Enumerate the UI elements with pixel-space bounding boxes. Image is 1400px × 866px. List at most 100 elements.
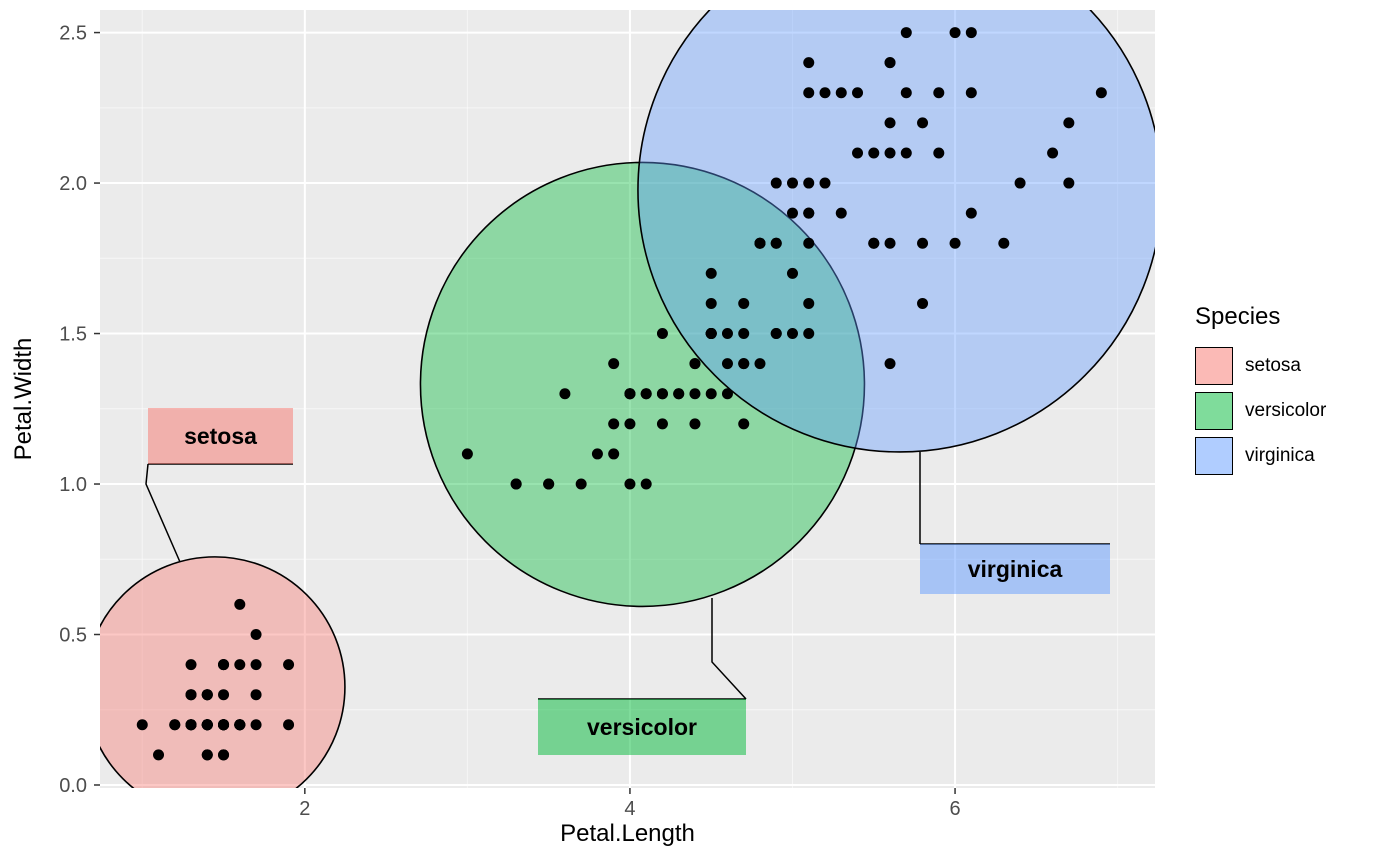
data-point-virginica [1014, 177, 1026, 189]
data-point-setosa [218, 719, 230, 731]
data-point-versicolor [591, 448, 603, 460]
data-point-setosa [201, 719, 213, 731]
data-point-virginica [900, 147, 912, 159]
data-point-versicolor [624, 418, 636, 430]
mark-label-versicolor: versicolor [538, 699, 746, 755]
data-point-virginica [917, 297, 929, 309]
data-point-virginica [1047, 147, 1059, 159]
data-point-virginica [835, 87, 847, 99]
y-axis-title: Petal.Width [10, 337, 37, 461]
data-point-versicolor [689, 418, 701, 430]
data-point-virginica [884, 358, 896, 370]
mark-circle-virginica [637, 10, 1155, 453]
data-point-versicolor [624, 478, 636, 490]
data-point-setosa [201, 749, 213, 761]
data-point-setosa [250, 689, 262, 701]
data-point-versicolor [624, 388, 636, 400]
data-point-setosa [185, 689, 197, 701]
data-point-virginica [933, 87, 945, 99]
data-point-virginica [705, 267, 717, 279]
legend-label-virginica: virginica [1245, 445, 1315, 466]
data-point-virginica [852, 87, 864, 99]
data-point-setosa [234, 598, 246, 610]
mark-label-virginica: virginica [920, 544, 1110, 594]
data-point-setosa [169, 719, 181, 731]
data-point-virginica [786, 177, 798, 189]
data-point-setosa [218, 659, 230, 671]
plot-panel [100, 10, 1155, 788]
data-point-virginica [770, 177, 782, 189]
data-point-versicolor [640, 388, 652, 400]
data-point-virginica [770, 237, 782, 249]
data-point-virginica [884, 117, 896, 129]
annotation-connector-versicolor [711, 598, 747, 700]
data-point-versicolor [738, 358, 750, 370]
data-point-setosa [234, 659, 246, 671]
data-point-versicolor [705, 328, 717, 340]
data-point-versicolor [786, 267, 798, 279]
legend-key-virginica [1195, 437, 1233, 475]
data-point-virginica [998, 237, 1010, 249]
data-point-versicolor [738, 418, 750, 430]
data-point-versicolor [656, 328, 668, 340]
data-point-setosa [283, 659, 295, 671]
data-point-versicolor [543, 478, 555, 490]
data-point-versicolor [510, 478, 522, 490]
mark-circle-setosa [100, 556, 346, 788]
data-point-versicolor [656, 418, 668, 430]
data-point-virginica [803, 237, 815, 249]
data-point-virginica [933, 147, 945, 159]
legend-label-versicolor: versicolor [1245, 400, 1327, 421]
y-tick-label: 1.5 [59, 324, 87, 346]
legend-items: setosa versicolor virginica [1195, 347, 1326, 475]
data-point-setosa [234, 719, 246, 731]
data-point-versicolor [803, 297, 815, 309]
data-point-versicolor [656, 388, 668, 400]
data-point-versicolor [770, 328, 782, 340]
mark-circle-versicolor [419, 161, 866, 608]
data-point-virginica [949, 237, 961, 249]
legend-item-versicolor: versicolor [1195, 392, 1326, 430]
data-point-versicolor [559, 388, 571, 400]
data-point-virginica [868, 147, 880, 159]
data-point-versicolor [689, 388, 701, 400]
data-point-virginica [803, 328, 815, 340]
legend-item-virginica: virginica [1195, 437, 1326, 475]
legend-item-setosa: setosa [1195, 347, 1326, 385]
legend: Species setosa versicolor virginica [1195, 303, 1326, 482]
data-point-versicolor [689, 358, 701, 370]
data-point-virginica [1063, 177, 1075, 189]
data-point-setosa [153, 749, 165, 761]
data-point-versicolor [673, 388, 685, 400]
data-point-versicolor [721, 388, 733, 400]
legend-key-setosa [1195, 347, 1233, 385]
data-point-versicolor [608, 418, 620, 430]
x-tick-label: 6 [949, 798, 960, 820]
data-point-versicolor [721, 328, 733, 340]
annotation-connector-setosa [145, 463, 181, 563]
data-point-virginica [900, 87, 912, 99]
data-point-setosa [218, 749, 230, 761]
data-point-virginica [819, 87, 831, 99]
data-point-virginica [803, 57, 815, 69]
legend-title: Species [1195, 303, 1281, 330]
x-tick-label: 4 [624, 798, 635, 820]
data-point-virginica [819, 177, 831, 189]
data-point-setosa [136, 719, 148, 731]
x-tick-label: 2 [299, 798, 310, 820]
legend-label-setosa: setosa [1245, 355, 1301, 376]
data-point-setosa [250, 719, 262, 731]
data-point-virginica [754, 237, 766, 249]
data-point-setosa [201, 689, 213, 701]
data-point-setosa [185, 659, 197, 671]
data-point-virginica [900, 27, 912, 39]
data-point-virginica [835, 207, 847, 219]
data-point-versicolor [608, 448, 620, 460]
data-point-virginica [803, 87, 815, 99]
data-point-virginica [1063, 117, 1075, 129]
data-point-virginica [803, 177, 815, 189]
data-point-virginica [884, 237, 896, 249]
data-point-virginica [1095, 87, 1107, 99]
